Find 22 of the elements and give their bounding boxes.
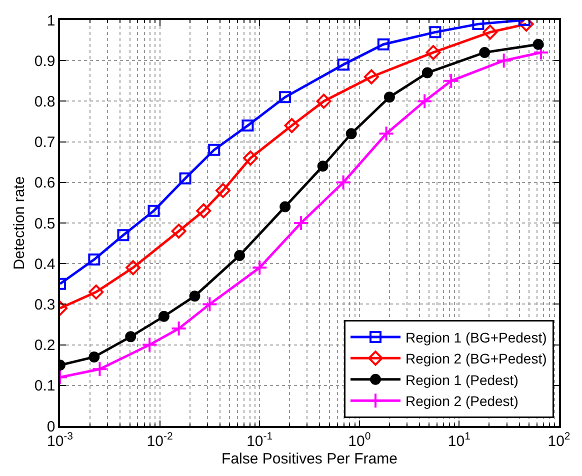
y-axis-title: Detection rate [11, 176, 28, 270]
y-tick-label: 0.6 [34, 174, 56, 192]
y-tick-label: 0.3 [34, 296, 56, 314]
legend-label: Region 2 (Pedest) [406, 393, 518, 410]
y-tick-label: 0 [46, 418, 56, 436]
y-tick-label: 1 [46, 12, 56, 30]
y-tick-label: 0.5 [34, 215, 56, 232]
legend-label: Region 2 (BG+Pedest) [406, 350, 547, 367]
legend-label: Region 1 (Pedest) [406, 372, 518, 388]
y-tick-label: 0.2 [34, 337, 56, 354]
x-tick-label: 10$^{2}$ [548, 430, 570, 450]
x-tick-label: 10$^{1}$ [448, 430, 471, 450]
legend-label: Region 1 (BG+Pedest) [406, 329, 547, 346]
x-tick-label: 10$^{0}$ [348, 430, 371, 450]
x-tick-label: 10$^{-1}$ [246, 430, 273, 450]
y-tick-label: 0.1 [34, 378, 56, 395]
y-tick-label: 0.9 [34, 52, 56, 70]
y-tick-label: 0.8 [34, 93, 56, 110]
y-tick-label: 0.7 [34, 134, 56, 152]
x-axis-title: False Positives Per Frame [222, 450, 398, 468]
y-tick-label: 0.4 [34, 256, 56, 273]
x-tick-label: 10$^{-2}$ [146, 430, 173, 450]
